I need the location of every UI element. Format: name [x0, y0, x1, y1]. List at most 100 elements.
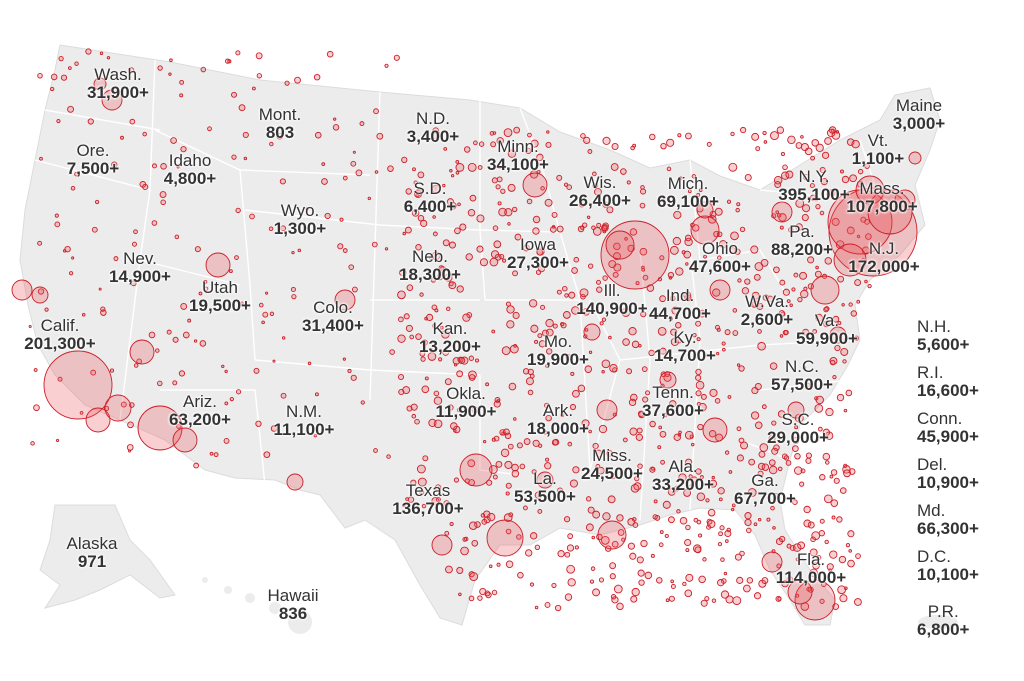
- case-bubble: [833, 477, 840, 484]
- case-bubble: [453, 477, 459, 483]
- case-bubble: [854, 279, 862, 287]
- case-bubble: [744, 278, 751, 285]
- state-case-count: 1,300+: [273, 218, 327, 238]
- case-bubble: [840, 169, 844, 174]
- case-bubble: [770, 131, 779, 141]
- case-bubble: [818, 530, 825, 537]
- case-bubble: [842, 359, 847, 364]
- case-bubble: [846, 226, 855, 235]
- case-bubble: [670, 337, 679, 346]
- case-bubble: [571, 306, 580, 315]
- case-bubble: [525, 377, 534, 386]
- case-bubble: [506, 305, 515, 314]
- case-bubble: [424, 376, 429, 381]
- state-case-count: 24,500+: [581, 463, 643, 483]
- case-bubble: [585, 496, 592, 502]
- case-bubble: [294, 76, 301, 84]
- case-bubble: [583, 136, 591, 144]
- case-bubble: [809, 183, 815, 189]
- case-bubble: [200, 66, 207, 73]
- case-bubble: [168, 72, 172, 76]
- case-bubble: [685, 548, 690, 553]
- case-bubble: [477, 165, 483, 170]
- case-bubble: [792, 437, 800, 444]
- case-bubble: [566, 564, 576, 574]
- case-bubble: [649, 420, 656, 428]
- case-bubble: [592, 588, 601, 597]
- case-bubble: [556, 225, 564, 233]
- state-case-count: 172,000+: [848, 256, 920, 276]
- case-bubble: [702, 557, 707, 562]
- case-bubble: [530, 532, 538, 540]
- case-bubble: [856, 234, 861, 239]
- case-bubble: [458, 592, 462, 597]
- case-bubble: [779, 225, 784, 230]
- puerto-rico-label: P.R. 6,800+: [917, 603, 969, 639]
- case-bubble: [419, 350, 426, 357]
- state-label-ia: Iowa 27,300+: [507, 236, 569, 272]
- case-bubble: [696, 337, 701, 342]
- case-bubble: [490, 141, 497, 148]
- case-bubble: [724, 529, 732, 537]
- case-bubble: [587, 263, 594, 269]
- case-bubble: [824, 539, 829, 545]
- case-bubble: [580, 225, 585, 230]
- case-bubble: [610, 594, 617, 600]
- case-bubble: [74, 172, 79, 177]
- case-bubble: [492, 225, 499, 231]
- case-bubble: [602, 136, 611, 145]
- state-name: Wash.: [94, 65, 142, 84]
- case-bubble: [421, 503, 427, 509]
- case-bubble: [698, 533, 703, 538]
- case-bubble: [829, 359, 836, 366]
- state-label-md: Md. 66,300+: [917, 502, 979, 538]
- state-label-me: Maine 3,000+: [893, 97, 945, 133]
- case-bubble: [717, 255, 722, 261]
- case-bubble: [683, 489, 692, 497]
- case-bubble: [457, 202, 461, 207]
- case-bubble: [493, 400, 501, 408]
- case-bubble: [777, 410, 786, 418]
- case-bubble: [602, 512, 611, 521]
- case-bubble: [58, 56, 64, 62]
- case-bubble: [468, 374, 476, 381]
- case-bubble: [128, 67, 135, 74]
- case-bubble: [505, 482, 512, 489]
- case-bubble: [776, 126, 785, 134]
- case-bubble: [350, 160, 357, 167]
- case-bubble: [570, 371, 575, 376]
- case-bubble: [166, 329, 172, 335]
- case-bubble: [601, 317, 607, 322]
- case-bubble: [794, 453, 801, 460]
- case-bubble: [864, 163, 870, 169]
- case-bubble: [847, 530, 855, 538]
- case-bubble: [516, 534, 522, 540]
- case-bubble: [207, 126, 212, 132]
- case-bubble: [753, 273, 761, 281]
- case-bubble: [692, 332, 697, 338]
- case-bubble: [242, 131, 249, 138]
- case-bubble: [371, 241, 378, 248]
- case-bubble: [126, 444, 134, 451]
- case-bubble: [540, 186, 545, 191]
- case-bubble: [894, 189, 916, 211]
- case-bubble: [835, 130, 840, 134]
- case-bubble: [532, 439, 540, 447]
- case-bubble: [431, 534, 453, 556]
- case-bubble: [544, 457, 550, 462]
- state-case-count: 395,100+: [778, 184, 850, 204]
- case-bubble: [678, 430, 682, 435]
- case-bubble: [787, 135, 796, 145]
- case-bubble: [660, 459, 665, 465]
- state-label-or: Ore. 7,500+: [67, 142, 119, 178]
- state-name: Okla.: [446, 384, 486, 403]
- case-bubble: [829, 550, 838, 559]
- case-bubble: [698, 575, 706, 584]
- case-bubble: [660, 195, 666, 201]
- state-case-count: 11,900+: [435, 401, 497, 421]
- case-bubble: [679, 176, 683, 180]
- state-name: Kan.: [432, 319, 468, 338]
- case-bubble: [444, 530, 450, 536]
- case-bubble: [228, 269, 233, 274]
- case-bubble: [641, 265, 645, 270]
